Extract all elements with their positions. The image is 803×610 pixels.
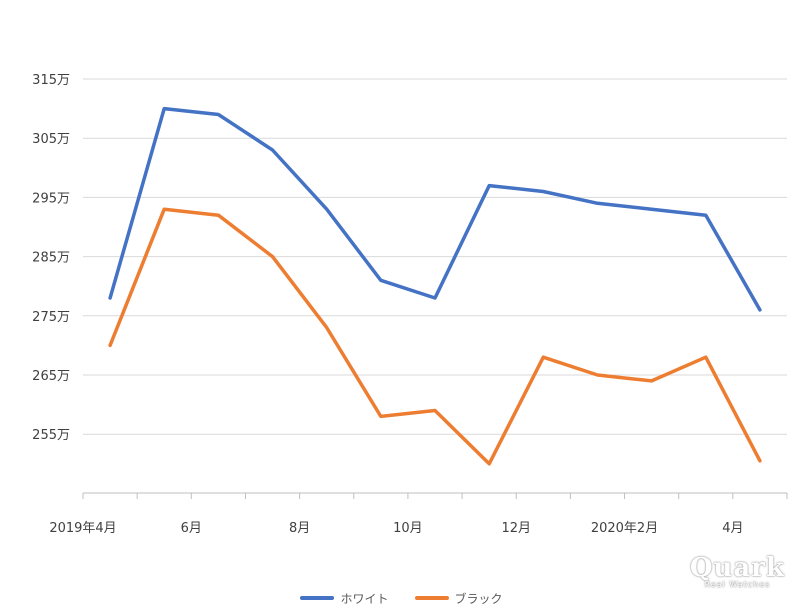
- legend-swatch-black: [414, 596, 449, 600]
- legend-label-black: ブラック: [454, 591, 503, 606]
- x-axis: [82, 492, 788, 499]
- x-axis-tick-labels: 2019年4月 6月 8月 10月 12月 2020年2月 4月: [49, 521, 743, 536]
- y-tick-label: 305万: [32, 132, 70, 147]
- x-tick-label: 2019年4月: [49, 521, 116, 536]
- y-tick-label: 285万: [32, 251, 70, 266]
- legend-swatch-white: [300, 596, 335, 600]
- legend-item-black: ブラック: [414, 590, 503, 607]
- watermark-sub: Real Watches: [704, 580, 771, 589]
- series-line-0: [108, 106, 762, 312]
- y-tick-label: 275万: [32, 310, 70, 325]
- series-lines: [108, 106, 762, 466]
- y-axis-tick-labels: 315万 305万 295万 285万 275万 265万 255万: [32, 73, 70, 443]
- y-tick-label: 255万: [32, 428, 70, 443]
- x-tick-label: 6月: [181, 521, 202, 536]
- legend: ホワイト ブラック: [0, 588, 803, 608]
- series-line-1: [108, 207, 762, 466]
- y-tick-label: 315万: [32, 73, 70, 88]
- watermark-main: Quark: [689, 553, 785, 583]
- x-tick-label: 4月: [722, 521, 743, 536]
- watermark-logo: Quark Real Watches: [689, 553, 785, 589]
- y-tick-label: 265万: [32, 369, 70, 384]
- y-tick-label: 295万: [32, 191, 70, 206]
- legend-item-white: ホワイト: [300, 590, 389, 607]
- x-tick-label: 12月: [501, 521, 531, 536]
- x-tick-label: 8月: [289, 521, 310, 536]
- legend-label-white: ホワイト: [340, 591, 389, 606]
- x-tick-label: 10月: [393, 521, 423, 536]
- gridlines: [83, 78, 787, 435]
- x-tick-label: 2020年2月: [591, 521, 658, 536]
